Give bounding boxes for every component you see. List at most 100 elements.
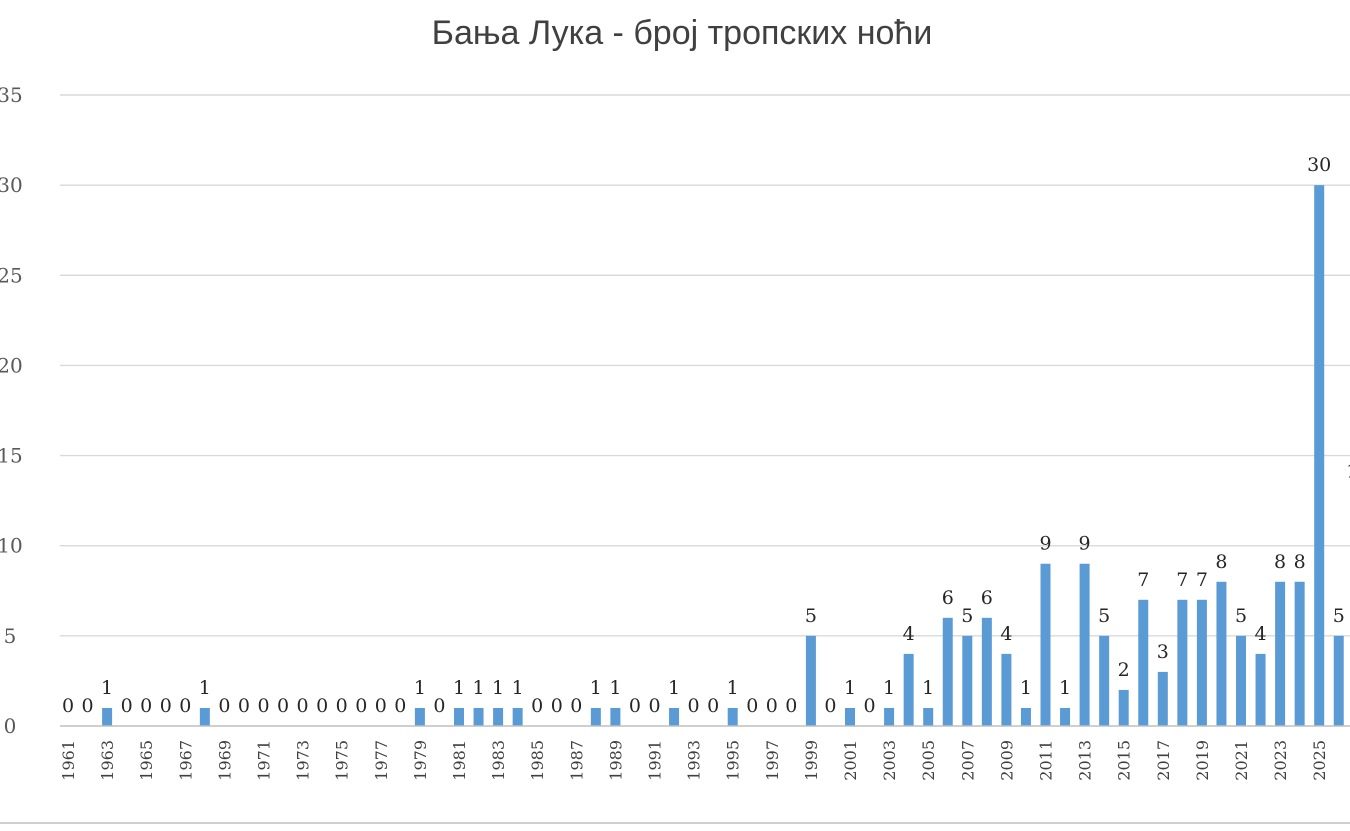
gridlines — [60, 94, 1350, 637]
x-tick-label: 1965 — [137, 740, 156, 781]
data-label: 0 — [277, 695, 289, 717]
data-label: 0 — [257, 695, 269, 717]
data-label: 5 — [961, 605, 973, 627]
x-tick-label: 2009 — [997, 740, 1016, 781]
bar — [884, 707, 895, 726]
x-tick-label: 1963 — [98, 740, 117, 781]
data-label: 0 — [629, 695, 641, 717]
bar — [845, 707, 855, 726]
data-label: 0 — [433, 695, 445, 717]
data-label: 1 — [1059, 677, 1071, 699]
data-label: 0 — [785, 695, 797, 717]
bar — [962, 635, 973, 726]
y-tick-label: 0 — [4, 714, 17, 738]
bar — [414, 707, 425, 726]
data-label: 0 — [62, 695, 74, 717]
data-label: 9 — [1079, 533, 1091, 555]
x-tick-label: 1979 — [411, 740, 430, 781]
y-tick-label: 5 — [4, 624, 17, 648]
x-tick-label: 1961 — [59, 740, 78, 781]
data-label: 4 — [903, 623, 915, 645]
data-label: 4 — [1255, 623, 1267, 645]
bar — [1294, 581, 1305, 726]
data-label: 6 — [942, 587, 954, 609]
data-label: 1 — [883, 677, 895, 699]
bar — [669, 707, 680, 726]
x-tick-label: 1991 — [646, 740, 665, 781]
data-label: 7 — [1196, 569, 1208, 591]
data-label: 1 — [590, 677, 602, 699]
data-label: 5 — [1333, 605, 1345, 627]
y-tick-label: 30 — [0, 173, 23, 197]
bar — [981, 617, 992, 726]
data-label: 0 — [336, 695, 348, 717]
x-tick-label: 1973 — [294, 740, 313, 781]
data-label: 5 — [805, 605, 817, 627]
data-label: 1 — [922, 677, 934, 699]
bar — [512, 707, 523, 726]
data-label: 1 — [199, 677, 211, 699]
x-tick-label: 1975 — [333, 740, 352, 781]
bar — [493, 707, 504, 726]
y-tick-label: 15 — [0, 444, 23, 468]
x-tick-label: 1989 — [606, 740, 625, 781]
x-tick-label: 1987 — [567, 740, 586, 781]
x-tick-label: 1971 — [255, 740, 274, 781]
data-label: 1 — [512, 677, 524, 699]
bars — [102, 185, 1344, 727]
data-label: 0 — [218, 695, 230, 717]
data-label: 0 — [648, 695, 660, 717]
bar — [1118, 689, 1129, 726]
data-label: 7 — [1176, 569, 1188, 591]
data-label: 0 — [355, 695, 367, 717]
bar — [805, 635, 816, 726]
data-label: 5 — [1098, 605, 1110, 627]
data-label: 1 — [1020, 677, 1032, 699]
data-label: 1 — [668, 677, 680, 699]
data-label: 1 — [101, 677, 113, 699]
x-tick-label: 2023 — [1271, 740, 1290, 781]
data-label: 0 — [551, 695, 563, 717]
data-label: 0 — [394, 695, 406, 717]
data-label: 13 — [1346, 461, 1350, 483]
bar — [1216, 581, 1227, 726]
x-tick-label: 2001 — [841, 740, 860, 781]
data-label: 1 — [844, 677, 856, 699]
data-label: 0 — [746, 695, 758, 717]
bar — [1333, 635, 1344, 726]
y-tick-label: 25 — [0, 263, 23, 287]
bar — [1314, 185, 1325, 727]
data-label: 1 — [492, 677, 504, 699]
data-label: 0 — [766, 695, 778, 717]
x-tick-label: 1997 — [763, 740, 782, 781]
x-tick-label: 2005 — [919, 740, 938, 781]
x-tick-label: 1983 — [489, 740, 508, 781]
data-label: 0 — [238, 695, 250, 717]
bar — [1275, 581, 1286, 726]
x-tick-label: 2015 — [1115, 740, 1134, 781]
data-label: 0 — [570, 695, 582, 717]
y-tick-label: 35 — [0, 83, 23, 107]
data-label: 5 — [1235, 605, 1247, 627]
x-tick-label: 1981 — [450, 740, 469, 781]
bar — [473, 707, 484, 726]
data-label: 1 — [473, 677, 485, 699]
data-label: 4 — [1000, 623, 1012, 645]
data-label: 7 — [1137, 569, 1149, 591]
bar — [1040, 563, 1051, 726]
chart-title: Бања Лука - број тропских ноћи — [432, 14, 933, 52]
bar — [454, 707, 464, 726]
y-tick-label: 20 — [0, 353, 23, 377]
x-tick-label: 1967 — [176, 740, 195, 781]
data-label: 8 — [1215, 551, 1227, 573]
data-label: 8 — [1294, 551, 1306, 573]
data-label: 3 — [1157, 641, 1169, 663]
data-label: 9 — [1039, 533, 1051, 555]
bar — [727, 707, 738, 726]
x-tick-label: 2017 — [1154, 740, 1173, 781]
bar — [1196, 599, 1207, 726]
data-label: 30 — [1307, 154, 1331, 176]
bar — [1236, 635, 1246, 726]
data-label: 0 — [824, 695, 836, 717]
